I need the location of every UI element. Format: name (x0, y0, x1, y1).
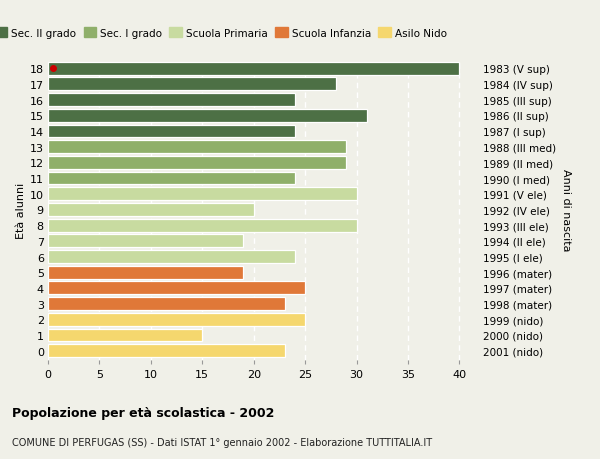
Bar (48, 188, 356, 201)
Bar (48, 345, 284, 358)
Bar (48, 62, 460, 75)
Bar (48, 125, 295, 138)
Bar (48, 157, 346, 169)
Text: COMUNE DI PERFUGAS (SS) - Dati ISTAT 1° gennaio 2002 - Elaborazione TUTTITALIA.I: COMUNE DI PERFUGAS (SS) - Dati ISTAT 1° … (12, 437, 432, 447)
Legend: Sec. II grado, Sec. I grado, Scuola Primaria, Scuola Infanzia, Asilo Nido: Sec. II grado, Sec. I grado, Scuola Prim… (0, 24, 451, 43)
Bar (48, 204, 254, 216)
Y-axis label: Anni di nascita: Anni di nascita (562, 169, 571, 251)
Bar (48, 251, 295, 263)
Text: Popolazione per età scolastica - 2002: Popolazione per età scolastica - 2002 (12, 406, 274, 419)
Y-axis label: Età alunni: Età alunni (16, 182, 26, 238)
Bar (48, 313, 305, 326)
Bar (48, 266, 244, 279)
Bar (48, 297, 284, 310)
Bar (48, 219, 356, 232)
Bar (48, 141, 346, 154)
Bar (48, 282, 305, 295)
Bar (48, 94, 295, 107)
Bar (48, 329, 202, 341)
Bar (48, 235, 244, 248)
Bar (48, 78, 336, 91)
Bar (48, 172, 295, 185)
Bar (48, 110, 367, 123)
